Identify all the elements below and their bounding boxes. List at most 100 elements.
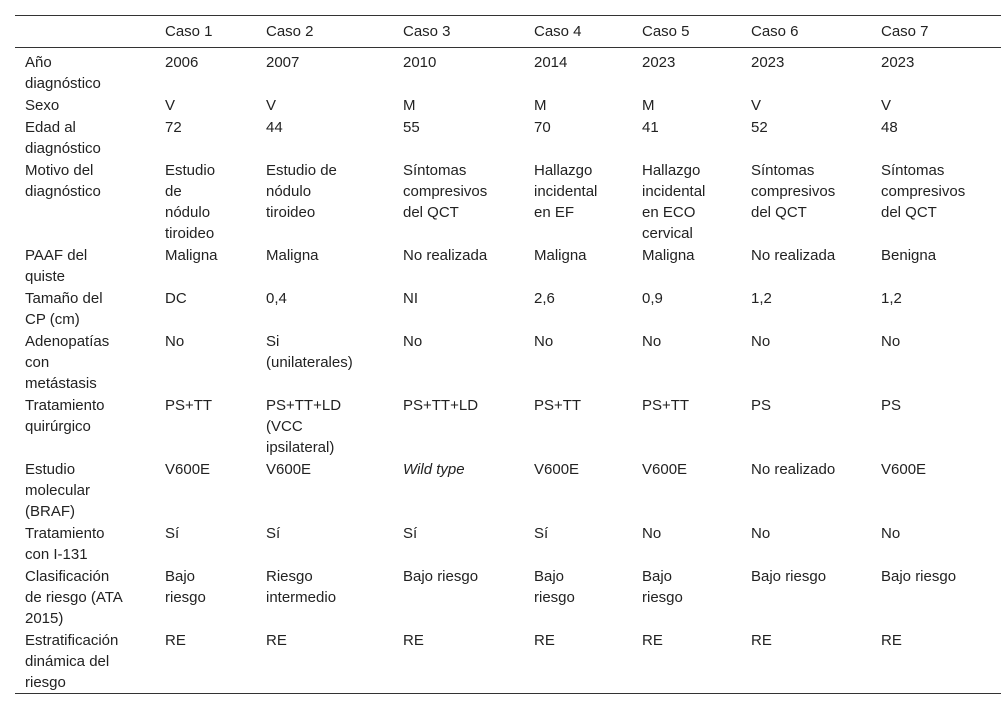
row-label: Estratificación dinámica del riesgo	[25, 632, 119, 691]
table-cell: 2010	[403, 54, 437, 71]
table-row: Tamaño del CP (cm) DC 0,4 NI 2,6 0,9 1,2 1,2	[15, 287, 1001, 330]
table-cell: Bajo riesgo	[165, 568, 206, 606]
table-cell: 2,6	[534, 290, 555, 307]
table-cell: M	[403, 97, 416, 114]
table-cell: 44	[266, 119, 283, 136]
column-header: Caso 7	[881, 23, 929, 40]
row-label: Edad al diagnóstico	[25, 119, 101, 157]
table-cell: PS+TT	[534, 397, 582, 414]
table-row: Sexo V V M M M V V	[15, 94, 1001, 116]
table-cell: RE	[642, 632, 663, 649]
table-row: PAAF del quiste Maligna Maligna No realizad…	[15, 244, 1001, 287]
table-row: Año diagnóstico 2006 2007 2010 2014 2023 2023 2…	[15, 48, 1001, 95]
row-label: Año diagnóstico	[25, 54, 101, 92]
table-cell: 1,2	[751, 290, 772, 307]
data-table: Caso 1 Caso 2 Caso 3 Caso 4 Caso 5 Caso 6 Caso…	[15, 15, 1001, 694]
row-label: Sexo	[25, 97, 60, 114]
table-cell: PS+TT+LD	[403, 397, 479, 414]
table-cell: No realizado	[751, 461, 836, 478]
table-cell: RE	[534, 632, 555, 649]
header-cell	[15, 16, 160, 48]
table-cell: Maligna	[534, 247, 587, 264]
row-label: PAAF del quiste	[25, 247, 88, 285]
table-cell: 70	[534, 119, 551, 136]
table-cell: PS+TT+LD (VCC ipsilateral)	[266, 397, 342, 456]
table-cell: PS+TT	[165, 397, 213, 414]
row-label: Motivo del diagnóstico	[25, 162, 101, 200]
table-cell: Riesgo intermedio	[266, 568, 337, 606]
column-header: Caso 3	[403, 23, 451, 40]
table-cell: 2023	[751, 54, 785, 71]
column-header: Caso 2	[266, 23, 314, 40]
table-cell: M	[534, 97, 547, 114]
table-cell: No	[165, 333, 185, 350]
table-cell: Bajo riesgo	[534, 568, 575, 606]
table-row: Adenopatías con metástasis No Si (unilater…	[15, 330, 1001, 394]
table-cell: PS+TT	[642, 397, 690, 414]
table-cell: 2023	[642, 54, 676, 71]
table-cell: No	[881, 525, 901, 542]
table-cell: Benigna	[881, 247, 937, 264]
table-cell: M	[642, 97, 655, 114]
table-cell: V600E	[881, 461, 927, 478]
table-row: Tratamiento con I-131 Sí Sí Sí Sí No No No	[15, 522, 1001, 565]
table-cell: 41	[642, 119, 659, 136]
table-cell: 2014	[534, 54, 568, 71]
table-cell: Sí	[165, 525, 180, 542]
table-cell: No	[881, 333, 901, 350]
row-label: Clasificación de riesgo (ATA 2015)	[25, 568, 122, 627]
table-cell: V600E	[165, 461, 211, 478]
table-row: Tratamiento quirúrgico PS+TT PS+TT+LD (VCC…	[15, 394, 1001, 458]
row-label: Adenopatías con metástasis	[25, 333, 110, 392]
table-cell: V600E	[534, 461, 580, 478]
table-body: Año diagnóstico 2006 2007 2010 2014 2023 2023 2…	[15, 48, 1001, 694]
table-cell: Maligna	[642, 247, 695, 264]
table-cell: Hallazgo incidental en EF	[534, 162, 598, 221]
row-label: Tamaño del CP (cm)	[25, 290, 103, 328]
table-cell: Wild type	[403, 461, 465, 478]
table-row: Motivo del diagnóstico Estudio de nódulo …	[15, 159, 1001, 244]
table-cell: No	[642, 525, 662, 542]
table-cell: RE	[751, 632, 772, 649]
table-row: Clasificación de riesgo (ATA 2015) Bajo r…	[15, 565, 1001, 629]
table-cell: NI	[403, 290, 418, 307]
row-label: Estudio molecular (BRAF)	[25, 461, 91, 520]
table-cell: Bajo riesgo	[881, 568, 957, 585]
table-cell: Sí	[534, 525, 549, 542]
table-cell: 48	[881, 119, 898, 136]
table-cell: RE	[266, 632, 287, 649]
table-cell: Síntomas compresivos del QCT	[403, 162, 488, 221]
table-cell: No	[534, 333, 554, 350]
table-cell: Maligna	[266, 247, 319, 264]
table-row: Estudio molecular (BRAF) V600E V600E Wild t…	[15, 458, 1001, 522]
table-cell: 2023	[881, 54, 915, 71]
header-row: Caso 1 Caso 2 Caso 3 Caso 4 Caso 5 Caso 6 Caso…	[15, 15, 1001, 48]
table-cell: No	[751, 333, 771, 350]
table-cell: Sí	[403, 525, 418, 542]
table-cell: Síntomas compresivos del QCT	[751, 162, 836, 221]
table-cell: No	[403, 333, 423, 350]
table-cell: 55	[403, 119, 420, 136]
row-label: Tratamiento quirúrgico	[25, 397, 105, 435]
table-cell: No realizada	[403, 247, 488, 264]
table-cell: Si (unilaterales)	[266, 333, 353, 371]
table-cell: RE	[165, 632, 186, 649]
table-cell: V	[165, 97, 176, 114]
table-row: Edad al diagnóstico 72 44 55 70 41 52 48	[15, 116, 1001, 159]
table-cell: V600E	[642, 461, 688, 478]
row-label: Tratamiento con I-131	[25, 525, 105, 563]
table-cell: V	[751, 97, 762, 114]
table-cell: RE	[403, 632, 424, 649]
table-cell: 72	[165, 119, 182, 136]
table-cell: DC	[165, 290, 187, 307]
table-cell: 2006	[165, 54, 199, 71]
table-cell: Estudio de nódulo tiroideo	[165, 162, 216, 242]
column-header: Caso 1	[165, 23, 213, 40]
table-cell: Maligna	[165, 247, 218, 264]
table-cell: PS	[751, 397, 772, 414]
table-cell: Bajo riesgo	[751, 568, 827, 585]
column-header: Caso 5	[642, 23, 690, 40]
table-cell: Síntomas compresivos del QCT	[881, 162, 966, 221]
column-header: Caso 6	[751, 23, 799, 40]
